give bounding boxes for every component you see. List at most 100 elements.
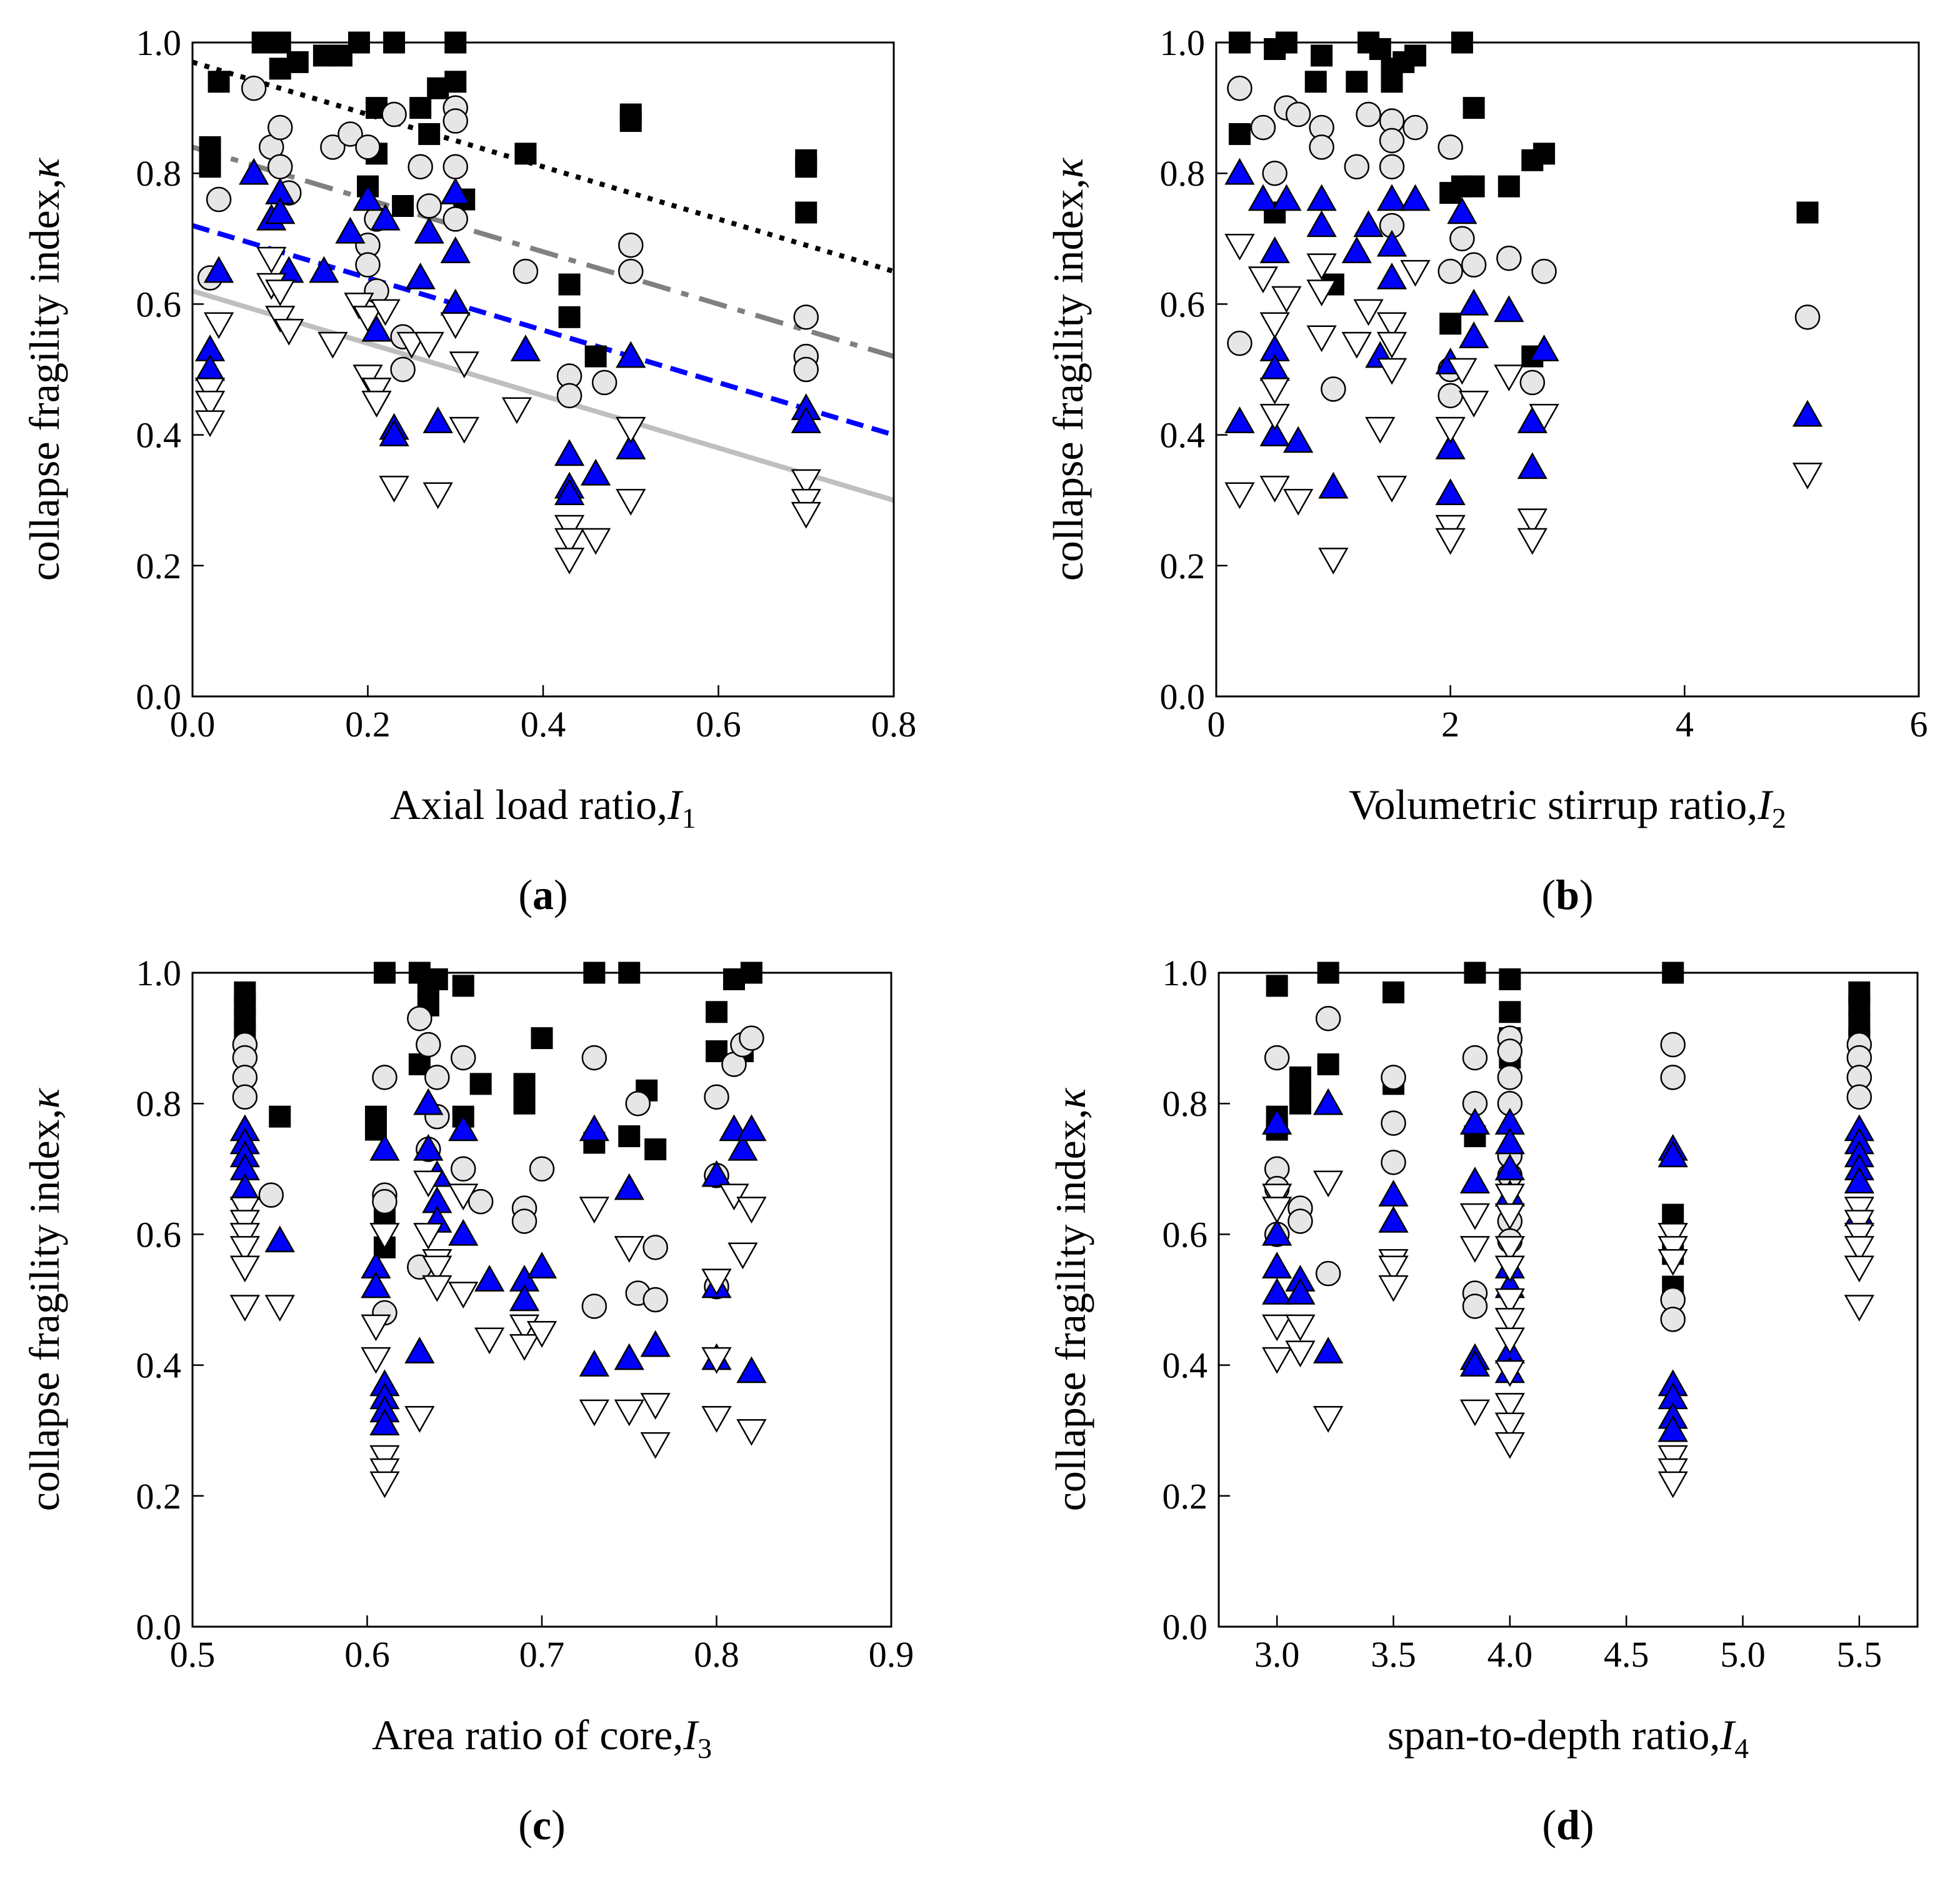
square-marker	[584, 345, 607, 368]
square-marker	[444, 71, 467, 93]
triangle-down-marker	[1792, 463, 1823, 490]
circle-marker	[390, 356, 416, 383]
y-tick-label: 0.2	[1160, 546, 1206, 586]
square-marker	[208, 71, 230, 93]
triangle-up-marker	[1400, 184, 1431, 211]
triangle-up-marker	[581, 458, 611, 486]
y-axis-label: collapse fragility index,κ	[1047, 1087, 1094, 1511]
triangle-down-marker	[344, 293, 374, 319]
triangle-up-marker	[1224, 158, 1255, 185]
triangle-up-marker	[440, 178, 471, 204]
x-tick-label: 0.0	[170, 704, 216, 745]
triangle-down-marker	[728, 1242, 758, 1270]
triangle-down-marker	[1658, 1223, 1688, 1250]
plot-frame	[191, 972, 892, 1628]
triangle-up-marker	[335, 216, 366, 244]
triangle-down-marker	[404, 1406, 435, 1433]
square-marker	[1317, 1053, 1339, 1075]
square-marker	[1499, 1001, 1521, 1023]
y-tick-label: 0.0	[1162, 1607, 1208, 1647]
triangle-down-marker	[1494, 1432, 1525, 1459]
triangle-up-marker	[1435, 478, 1466, 505]
triangle-down-marker	[1494, 1393, 1525, 1420]
triangle-down-marker	[414, 331, 444, 359]
triangle-down-marker	[1282, 488, 1314, 516]
triangle-up-marker	[791, 406, 821, 433]
y-tick-label: 1.0	[1160, 23, 1206, 63]
triangle-down-marker	[701, 1268, 732, 1296]
y-tick-label: 0.4	[136, 415, 182, 456]
triangle-down-marker	[1365, 416, 1396, 444]
triangle-down-marker	[413, 1223, 444, 1250]
triangle-down-marker	[554, 548, 585, 575]
triangle-down-marker	[369, 1471, 400, 1499]
circle-marker	[381, 101, 407, 128]
triangle-up-marker	[413, 1133, 444, 1161]
triangle-down-marker	[229, 1223, 260, 1250]
triangle-down-marker	[1376, 476, 1408, 503]
square-marker	[1848, 994, 1871, 1017]
triangle-down-marker	[203, 312, 234, 339]
triangle-down-marker	[1844, 1255, 1874, 1283]
triangle-down-marker	[614, 1399, 644, 1427]
square-marker	[269, 1105, 291, 1128]
circle-marker	[591, 369, 618, 396]
triangle-down-marker	[474, 1327, 505, 1355]
triangle-up-marker	[1458, 288, 1489, 316]
y-tick-label: 0.8	[136, 153, 182, 194]
triangle-down-marker	[1447, 358, 1478, 385]
triangle-down-marker	[1400, 259, 1431, 287]
triangle-down-marker	[501, 397, 532, 424]
x-tick-label: 0	[1208, 704, 1226, 745]
square-marker	[513, 1092, 536, 1115]
triangle-down-marker	[449, 351, 479, 379]
triangle-down-marker	[422, 1255, 452, 1283]
y-tick-label: 0.8	[1162, 1083, 1208, 1124]
square-marker	[1346, 71, 1368, 93]
triangle-down-marker	[1306, 253, 1337, 281]
y-tick-label: 0.8	[136, 1083, 182, 1124]
circle-marker	[1497, 1065, 1523, 1090]
square-marker	[392, 195, 414, 217]
panel-b: 0 2 4 6 0.0 0.2 0.4 0.6 0.8 1.0 Volumetric stirrup…	[1044, 23, 1928, 918]
x-tick-label: 0.6	[344, 1634, 390, 1675]
triangle-up-marker	[1459, 1108, 1491, 1135]
triangle-down-marker	[1318, 548, 1349, 575]
fit-line	[192, 59, 894, 274]
square-marker	[418, 123, 441, 145]
triangle-down-marker	[370, 299, 401, 326]
triangle-down-marker	[581, 528, 611, 555]
triangle-down-marker	[1224, 234, 1255, 261]
triangle-down-marker	[1494, 1308, 1525, 1335]
circle-marker	[1531, 258, 1557, 284]
x-axis-label: Area ratio of core,I3	[372, 1711, 712, 1764]
panel-label: (b)	[1541, 871, 1593, 918]
triangle-up-marker	[554, 439, 585, 466]
triangle-down-marker	[1262, 1347, 1292, 1374]
triangle-up-marker	[1306, 184, 1337, 211]
triangle-down-marker	[440, 312, 471, 339]
y-tick-label: 0.4	[136, 1345, 182, 1386]
triangle-up-marker	[640, 1330, 671, 1357]
triangle-down-marker	[1376, 312, 1408, 339]
y-tick-label: 1.0	[1162, 953, 1208, 993]
triangle-down-marker	[509, 1333, 540, 1361]
triangle-up-marker	[1341, 236, 1372, 263]
triangle-down-marker	[1458, 391, 1489, 418]
triangle-up-marker	[264, 1225, 295, 1253]
circle-marker	[442, 154, 468, 179]
triangle-up-marker	[1262, 1252, 1292, 1278]
triangle-down-marker	[1494, 1288, 1525, 1315]
triangle-down-marker	[448, 1282, 479, 1309]
triangle-down-marker	[616, 488, 646, 516]
triangle-up-marker	[579, 1114, 609, 1142]
x-tick-label: 0.7	[519, 1634, 565, 1675]
triangle-down-marker	[274, 318, 304, 346]
triangle-down-marker	[1262, 1197, 1292, 1224]
triangle-down-marker	[701, 1347, 732, 1374]
circle-marker	[268, 154, 293, 179]
triangle-down-marker	[1658, 1471, 1688, 1499]
triangle-down-marker	[1459, 1236, 1491, 1263]
triangle-up-marker	[448, 1114, 479, 1142]
